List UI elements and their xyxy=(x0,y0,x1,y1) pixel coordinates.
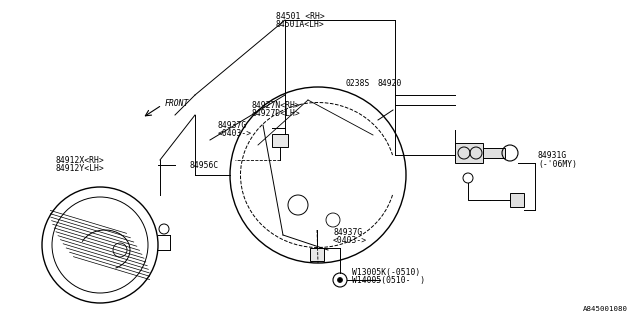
Bar xyxy=(272,134,288,147)
Text: 84501A<LH>: 84501A<LH> xyxy=(276,20,324,29)
Text: 84912X<RH>: 84912X<RH> xyxy=(55,156,104,165)
Text: <0403->: <0403-> xyxy=(218,129,252,138)
Text: 84937G: 84937G xyxy=(333,228,362,237)
Text: 84956C: 84956C xyxy=(190,161,220,170)
Text: 84927D<LH>: 84927D<LH> xyxy=(252,109,301,118)
Text: 84927N<RH>: 84927N<RH> xyxy=(252,101,301,110)
Text: 84920: 84920 xyxy=(378,79,403,88)
Text: W14005(0510-  ): W14005(0510- ) xyxy=(352,276,425,285)
Text: <0403->: <0403-> xyxy=(333,236,367,245)
Text: (-'06MY): (-'06MY) xyxy=(538,159,577,169)
Text: 0238S: 0238S xyxy=(345,79,369,88)
Text: 84931G: 84931G xyxy=(538,150,567,159)
Bar xyxy=(310,248,324,261)
Text: 84501 <RH>: 84501 <RH> xyxy=(276,12,324,21)
Text: W13005K(-0510): W13005K(-0510) xyxy=(352,268,420,276)
Bar xyxy=(483,148,505,158)
Text: A845001080: A845001080 xyxy=(583,306,628,312)
Circle shape xyxy=(337,277,342,283)
Bar xyxy=(510,193,524,207)
Text: FRONT: FRONT xyxy=(165,99,189,108)
Text: 84937G: 84937G xyxy=(218,121,247,130)
Bar xyxy=(455,143,483,163)
Text: 84912Y<LH>: 84912Y<LH> xyxy=(55,164,104,173)
